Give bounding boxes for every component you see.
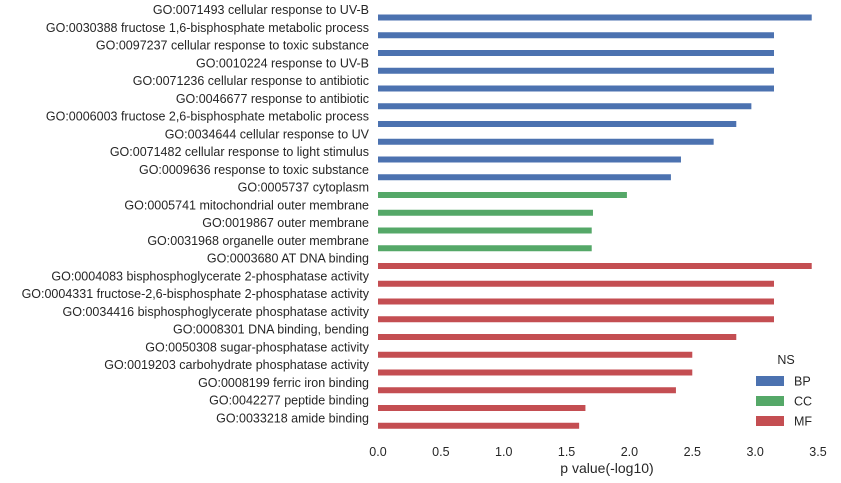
bar (378, 298, 774, 305)
bar (378, 50, 774, 56)
x-tick-label: 3.0 (746, 445, 763, 459)
category-label: GO:0046677 response to antibiotic (176, 92, 369, 106)
legend-entries: BP CC MF (756, 375, 812, 429)
legend-label: MF (794, 415, 812, 429)
bar (378, 138, 714, 145)
category-label: GO:0097237 cellular response to toxic su… (96, 39, 369, 53)
category-label: GO:0019203 carbohydrate phosphatase acti… (104, 358, 370, 372)
category-label: GO:0071482 cellular response to light st… (110, 145, 369, 159)
bar (378, 405, 586, 411)
x-tick-label: 3.5 (809, 445, 826, 459)
x-axis-title: p value(-log10) (560, 460, 653, 476)
legend-swatch (756, 396, 784, 406)
bar (378, 174, 671, 181)
bar (378, 245, 592, 252)
legend-label: CC (794, 395, 812, 409)
bar (378, 32, 774, 39)
category-label: GO:0005741 mitochondrial outer membrane (124, 198, 369, 212)
bar (378, 351, 693, 358)
x-axis-ticks: 0.0 0.5 1.0 1.5 2.0 2.5 3.0 3.5 (369, 445, 826, 459)
category-label: GO:0006003 fructose 2,6-bisphosphate met… (46, 110, 369, 124)
bar (378, 156, 681, 163)
category-label: GO:0009636 response to toxic substance (139, 163, 369, 177)
legend-swatch (756, 416, 784, 426)
category-labels: GO:0071493 cellular response to UV-B GO:0… (22, 3, 370, 425)
bar (378, 67, 774, 74)
category-label: GO:0033218 amide binding (216, 411, 369, 425)
x-tick-label: 1.0 (495, 445, 512, 459)
bar (378, 316, 774, 323)
category-label: GO:0005737 cytoplasm (238, 181, 369, 195)
legend-label: BP (794, 375, 811, 389)
x-tick-label: 0.0 (369, 445, 386, 459)
category-label: GO:0010224 response to UV-B (196, 56, 369, 70)
category-label: GO:0030388 fructose 1,6-bisphosphate met… (46, 21, 369, 35)
category-label: GO:0004083 bisphosphoglycerate 2-phospha… (51, 269, 369, 283)
category-label: GO:0042277 peptide binding (209, 394, 369, 408)
bar (378, 121, 737, 127)
bars-layer (378, 14, 812, 429)
bar (378, 227, 592, 234)
category-label: GO:0031968 organelle outer membrane (147, 234, 369, 248)
x-tick-label: 2.0 (621, 445, 638, 459)
bar (378, 369, 693, 376)
bar (378, 85, 774, 92)
bar (378, 14, 812, 21)
bar (378, 387, 676, 394)
category-label: GO:0008301 DNA binding, bending (173, 323, 369, 337)
bar (378, 280, 774, 287)
category-label: GO:0071236 cellular response to antibiot… (133, 74, 369, 88)
category-label: GO:0050308 sugar-phosphatase activity (145, 340, 369, 354)
bar (378, 192, 627, 198)
legend: NS BP CC MF (756, 353, 812, 429)
x-tick-label: 1.5 (558, 445, 575, 459)
bar (378, 209, 593, 216)
category-label: GO:0004331 fructose-2,6-bisphosphate 2-p… (22, 287, 370, 301)
bar (378, 263, 812, 269)
category-label: GO:0071493 cellular response to UV-B (153, 3, 369, 17)
category-label: GO:0003680 AT DNA binding (207, 252, 369, 266)
x-tick-label: 2.5 (684, 445, 701, 459)
legend-swatch (756, 376, 784, 386)
category-label: GO:0034644 cellular response to UV (165, 127, 370, 141)
bar (378, 334, 737, 340)
category-label: GO:0019867 outer membrane (202, 216, 369, 230)
bar (378, 103, 752, 110)
category-label: GO:0034416 bisphosphoglycerate phosphata… (63, 305, 370, 319)
x-tick-label: 0.5 (432, 445, 449, 459)
category-label: GO:0008199 ferric iron binding (198, 376, 369, 390)
legend-title: NS (777, 353, 794, 367)
bar (378, 422, 580, 429)
